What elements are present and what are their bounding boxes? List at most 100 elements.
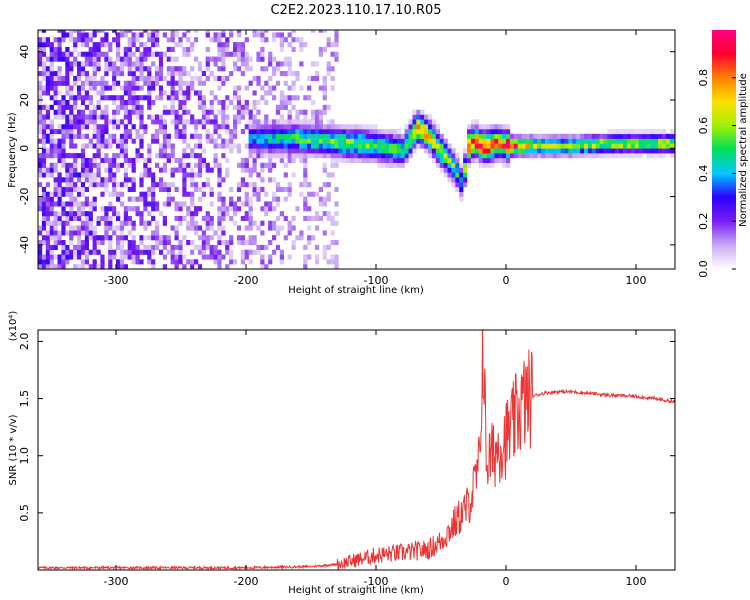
heatmap-cell xyxy=(623,143,628,149)
heatmap-cell xyxy=(65,220,70,226)
heatmap-cell xyxy=(400,153,405,159)
heatmap-cell xyxy=(478,143,483,149)
heatmap-cell xyxy=(244,85,249,91)
heatmap-cell xyxy=(330,129,335,135)
heatmap-cell xyxy=(61,30,66,33)
heatmap-x-axis-title: Height of straight line (km) xyxy=(288,285,424,296)
heatmap-cell xyxy=(84,37,89,43)
heatmap-cell xyxy=(225,249,230,255)
heatmap-cell xyxy=(311,215,316,221)
heatmap-cell xyxy=(123,90,128,96)
heatmap-cell xyxy=(194,220,199,226)
heatmap-cell xyxy=(77,61,82,67)
heatmap-cell xyxy=(38,80,43,86)
heatmap-cell xyxy=(467,138,472,144)
heatmap-cell xyxy=(283,71,288,77)
heatmap-cell xyxy=(326,215,331,221)
heatmap-cell xyxy=(57,104,62,110)
heatmap-cell xyxy=(80,220,86,226)
heatmap-cell xyxy=(377,162,382,168)
heatmap-cell xyxy=(186,259,191,265)
heatmap-cell xyxy=(299,138,304,144)
heatmap-cell xyxy=(174,201,179,207)
heatmap-cell xyxy=(478,162,483,168)
heatmap-cell xyxy=(209,186,214,192)
heatmap-cell xyxy=(248,56,253,62)
heatmap-cell xyxy=(92,196,97,202)
heatmap-cell xyxy=(201,119,206,125)
heatmap-cell xyxy=(236,240,242,246)
heatmap-cell xyxy=(147,143,152,149)
heatmap-cell xyxy=(112,75,117,81)
heatmap-cell xyxy=(186,211,191,217)
heatmap-cell xyxy=(291,244,296,250)
heatmap-cell xyxy=(151,215,156,221)
heatmap-cell xyxy=(147,90,152,96)
heatmap-cell xyxy=(272,32,277,38)
heatmap-cell xyxy=(116,225,121,231)
heatmap-cell xyxy=(287,186,292,192)
heatmap-cell xyxy=(307,206,312,212)
heatmap-cell xyxy=(303,109,308,115)
heatmap-cell xyxy=(197,196,203,202)
heatmap-cell xyxy=(260,153,265,159)
heatmap-cell xyxy=(112,153,117,159)
heatmap-cell xyxy=(112,37,117,43)
heatmap-cell xyxy=(252,157,257,163)
heatmap-cell xyxy=(73,46,78,52)
heatmap-cell xyxy=(463,182,468,188)
heatmap-cell xyxy=(252,143,257,149)
heatmap-cell xyxy=(517,148,522,154)
heatmap-cell xyxy=(61,225,66,231)
heatmap-cell xyxy=(599,133,604,139)
heatmap-cell xyxy=(326,259,331,265)
heatmap-cell xyxy=(112,172,117,178)
heatmap-cell xyxy=(119,182,125,188)
heatmap-cell xyxy=(498,129,503,135)
heatmap-cell xyxy=(182,167,187,173)
heatmap-cell xyxy=(69,177,74,183)
heatmap-cell xyxy=(116,104,121,110)
heatmap-cell xyxy=(615,133,620,139)
heatmap-cell xyxy=(127,85,132,91)
heatmap-cell xyxy=(77,177,82,183)
heatmap-cell xyxy=(112,162,117,168)
heatmap-cell xyxy=(104,220,109,226)
heatmap-cell xyxy=(65,100,70,106)
heatmap-cell xyxy=(338,138,343,144)
heatmap-cell xyxy=(38,240,43,246)
heatmap-cell xyxy=(291,95,296,101)
heatmap-cell xyxy=(170,167,175,173)
heatmap-cell xyxy=(225,37,230,43)
heatmap-cell xyxy=(334,32,339,38)
heatmap-cell xyxy=(357,153,362,159)
heatmap-cell xyxy=(57,90,62,96)
heatmap-cell xyxy=(182,100,187,106)
heatmap-cell xyxy=(69,109,74,115)
heatmap-cell xyxy=(182,119,187,125)
heatmap-cell xyxy=(205,167,210,173)
heatmap-cell xyxy=(45,249,50,255)
heatmap-cell xyxy=(57,177,62,183)
heatmap-cell xyxy=(100,85,105,91)
heatmap-cell xyxy=(244,100,249,106)
heatmap-cell xyxy=(65,191,70,197)
heatmap-cell xyxy=(96,133,101,139)
heatmap-cell xyxy=(174,71,179,77)
heatmap-cell xyxy=(275,138,281,144)
heatmap-cell xyxy=(147,259,152,265)
heatmap-cell xyxy=(361,129,366,135)
heatmap-cell xyxy=(209,191,214,197)
heatmap-cell xyxy=(41,42,47,48)
heatmap-cell xyxy=(84,32,89,38)
heatmap-cell xyxy=(283,138,288,144)
heatmap-cell xyxy=(182,80,187,86)
heatmap-cell xyxy=(599,153,604,159)
heatmap-cell xyxy=(389,162,394,168)
heatmap-cell xyxy=(162,148,167,154)
heatmap-cell xyxy=(131,42,136,48)
heatmap-cell xyxy=(283,186,288,192)
heatmap-cell xyxy=(174,30,179,33)
heatmap-cell xyxy=(139,153,144,159)
